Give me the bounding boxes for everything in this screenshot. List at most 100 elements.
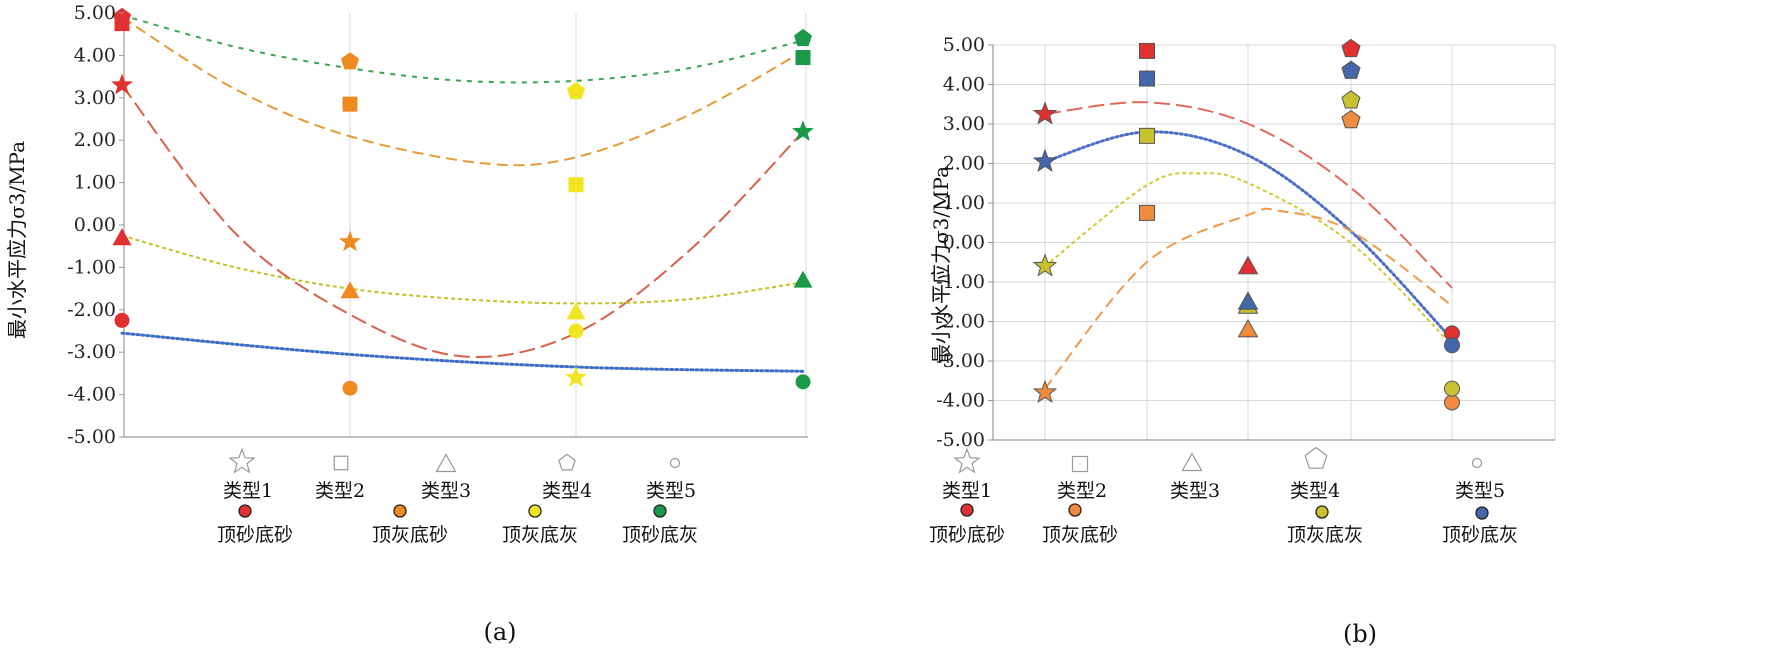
panel-label-a: (a) — [483, 618, 516, 646]
data-point-triangle — [566, 302, 586, 320]
trendlines-a — [120, 14, 805, 373]
legend-series-swatch — [1475, 506, 1489, 520]
series-legend-label: 顶灰底砂 — [1042, 524, 1118, 546]
series-legend-label: 顶砂底砂 — [929, 524, 1005, 546]
series-legend-label: 顶砂底砂 — [217, 524, 293, 546]
y-tick-label: 1.00 — [74, 172, 116, 194]
data-point-star — [339, 230, 361, 252]
legend-series-swatch — [238, 504, 252, 518]
y-tick-label: -2.00 — [67, 299, 116, 321]
shape-legend-label: 类型2 — [315, 480, 365, 502]
data-point-square — [114, 16, 130, 32]
y-tick-label: 3.00 — [943, 113, 985, 135]
series-legend-b: 顶砂底砂 顶灰底砂 顶灰底灰 顶砂底灰 — [929, 503, 1518, 546]
data-point-pentagon — [1341, 38, 1361, 58]
legend-shape-star — [228, 447, 256, 474]
y-axis-label-a: 最小水平应力σ3/MPa — [5, 141, 29, 339]
legend-shape-triangle — [1181, 452, 1203, 472]
legend-shape-circle — [1471, 457, 1483, 469]
panel-label-b: (b) — [1343, 620, 1377, 648]
trendline — [120, 331, 805, 373]
shape-legend-label: 类型3 — [1170, 480, 1220, 502]
legend-shape-square — [333, 455, 349, 471]
data-point-star — [792, 120, 814, 141]
y-tick-label: 2.00 — [943, 153, 985, 175]
y-tick-label: 5.00 — [943, 34, 985, 56]
y-tick-label: 4.00 — [943, 74, 985, 96]
y-tick-label: 5.00 — [74, 2, 116, 24]
data-point-circle — [1444, 394, 1460, 411]
data-point-circle — [795, 374, 811, 390]
series-legend-a: 顶砂底砂 顶灰底砂 顶灰底灰 顶砂底灰 — [217, 504, 698, 546]
y-ticks-b: 5.00 4.00 3.00 2.00 1.00 0.00 -1.00 -2.00 -3.00 -… — [936, 34, 993, 451]
trendline — [1044, 101, 1453, 289]
legend-series-swatch — [1068, 503, 1082, 517]
data-point-pentagon — [794, 28, 812, 47]
data-point-triangle — [1237, 291, 1259, 310]
data-point-star — [1032, 101, 1058, 125]
y-tick-label: 3.00 — [74, 87, 116, 109]
y-tick-label: -4.00 — [67, 384, 116, 406]
points-a — [111, 7, 814, 396]
data-point-square — [1139, 42, 1155, 59]
y-ticks-a: 5.00 4.00 3.00 2.00 1.00 0.00 -1.00 -2.00 -3.00 -… — [67, 2, 124, 448]
series-legend-label: 顶灰底砂 — [372, 524, 448, 546]
trendline — [1043, 130, 1454, 341]
data-point-triangle — [1237, 318, 1259, 338]
series-legend-label: 顶砂底灰 — [622, 524, 698, 546]
data-point-star — [565, 366, 587, 387]
data-point-square — [795, 50, 811, 66]
data-point-pentagon — [1341, 60, 1361, 79]
grid-b — [992, 44, 1556, 441]
trendline — [121, 84, 804, 358]
legend-series-swatch — [653, 504, 667, 518]
data-point-circle — [342, 380, 358, 396]
legend-series-swatch — [1315, 505, 1329, 519]
y-tick-label: 0.00 — [943, 232, 985, 254]
legend-shape-pentagon — [1304, 446, 1328, 469]
y-tick-label: 1.00 — [943, 192, 985, 214]
chart-panel-b: 5.00 4.00 3.00 2.00 1.00 0.00 -1.00 -2.00 -3.00 -… — [929, 34, 1556, 648]
legend-shape-triangle — [435, 453, 457, 473]
series-legend-label: 顶砂底灰 — [1442, 524, 1518, 546]
data-point-triangle — [793, 270, 813, 288]
y-tick-label: -4.00 — [936, 390, 985, 412]
shape-legend-label: 类型4 — [542, 480, 592, 502]
data-point-square — [1139, 70, 1155, 87]
y-tick-label: -5.00 — [936, 429, 985, 451]
y-tick-label: 4.00 — [74, 44, 116, 66]
y-tick-label: -5.00 — [67, 426, 116, 448]
y-axis-label-b: 最小水平应力σ3/MPa — [929, 166, 953, 364]
data-point-triangle — [1237, 255, 1259, 275]
y-tick-label: -2.00 — [936, 311, 985, 333]
data-point-pentagon — [1341, 109, 1361, 129]
trendline — [1044, 172, 1453, 346]
shape-legend-label: 类型5 — [646, 480, 696, 502]
legend-shape-square — [1071, 455, 1089, 473]
legend-series-swatch — [393, 504, 407, 518]
points-b — [1032, 38, 1460, 411]
data-point-star — [1032, 148, 1058, 172]
data-point-star — [1032, 253, 1058, 277]
data-point-pentagon — [1341, 90, 1361, 109]
shape-legend-label: 类型1 — [942, 480, 992, 502]
data-point-square — [342, 96, 358, 112]
data-point-circle — [1444, 380, 1460, 397]
trendline — [1044, 207, 1453, 390]
data-point-circle — [568, 323, 584, 339]
legend-shape-circle — [669, 457, 681, 469]
series-legend-label: 顶灰底灰 — [502, 524, 578, 546]
grid-a — [123, 13, 808, 438]
y-tick-label: -3.00 — [936, 350, 985, 372]
trendlines-b — [1043, 101, 1454, 390]
trendline — [121, 14, 804, 84]
legend-shape-pentagon — [558, 453, 576, 471]
data-point-star — [111, 73, 133, 95]
shape-legend-label: 类型5 — [1455, 480, 1505, 502]
shape-legend-label: 类型2 — [1057, 480, 1107, 502]
shape-legend-label: 类型1 — [223, 480, 273, 502]
shape-legend-label: 类型4 — [1290, 480, 1340, 502]
data-point-star — [1032, 379, 1058, 404]
chart-panel-a: 5.00 4.00 3.00 2.00 1.00 0.00 -1.00 -2.00 -3.00 -… — [5, 2, 814, 646]
